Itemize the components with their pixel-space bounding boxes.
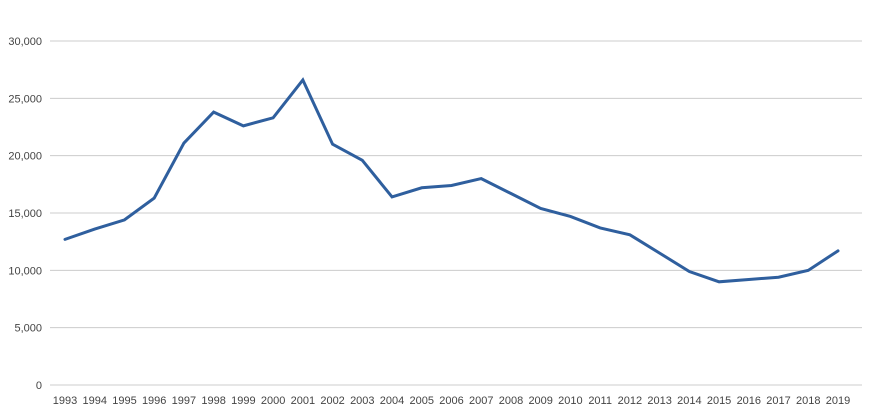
- y-axis-tick-label: 15,000: [8, 208, 42, 220]
- x-axis-tick-label: 2005: [410, 395, 434, 407]
- x-axis-tick-label: 2015: [707, 395, 731, 407]
- x-axis-tick-label: 2002: [320, 395, 344, 407]
- x-axis-tick-label: 1995: [112, 395, 136, 407]
- y-axis-tick-label: 25,000: [8, 93, 42, 105]
- x-axis-tick-label: 2000: [261, 395, 285, 407]
- y-axis-tick-label: 0: [36, 380, 42, 392]
- x-axis-tick-label: 2017: [766, 395, 790, 407]
- x-axis-tick-label: 2013: [647, 395, 671, 407]
- x-axis-tick-label: 2012: [618, 395, 642, 407]
- x-axis-tick-label: 2014: [677, 395, 701, 407]
- x-axis-tick-label: 1996: [142, 395, 166, 407]
- x-axis-tick-label: 2010: [558, 395, 582, 407]
- x-axis-tick-label: 1998: [201, 395, 225, 407]
- x-axis-tick-label: 2004: [380, 395, 404, 407]
- x-axis-tick-label: 2016: [737, 395, 761, 407]
- x-axis-tick-label: 1999: [231, 395, 255, 407]
- x-axis-tick-label: 1993: [53, 395, 77, 407]
- y-axis-tick-label: 20,000: [8, 151, 42, 163]
- x-axis-tick-label: 2006: [439, 395, 463, 407]
- x-axis-tick-label: 2007: [469, 395, 493, 407]
- x-axis-tick-label: 1997: [172, 395, 196, 407]
- x-axis-tick-label: 2008: [499, 395, 523, 407]
- data-series-line: [63, 77, 840, 284]
- y-axis-tick-label: 30,000: [8, 36, 42, 48]
- x-axis-tick-label: 1994: [82, 395, 106, 407]
- y-axis-tick-label: 5,000: [14, 323, 42, 335]
- x-axis-tick-label: 2001: [291, 395, 315, 407]
- x-axis-tick-label: 2009: [528, 395, 552, 407]
- x-axis-tick-label: 2011: [588, 395, 612, 407]
- x-axis-tick-label: 2018: [796, 395, 820, 407]
- x-axis-tick-label: 2003: [350, 395, 374, 407]
- y-axis-tick-label: 10,000: [8, 265, 42, 277]
- x-axis-tick-label: 2019: [826, 395, 850, 407]
